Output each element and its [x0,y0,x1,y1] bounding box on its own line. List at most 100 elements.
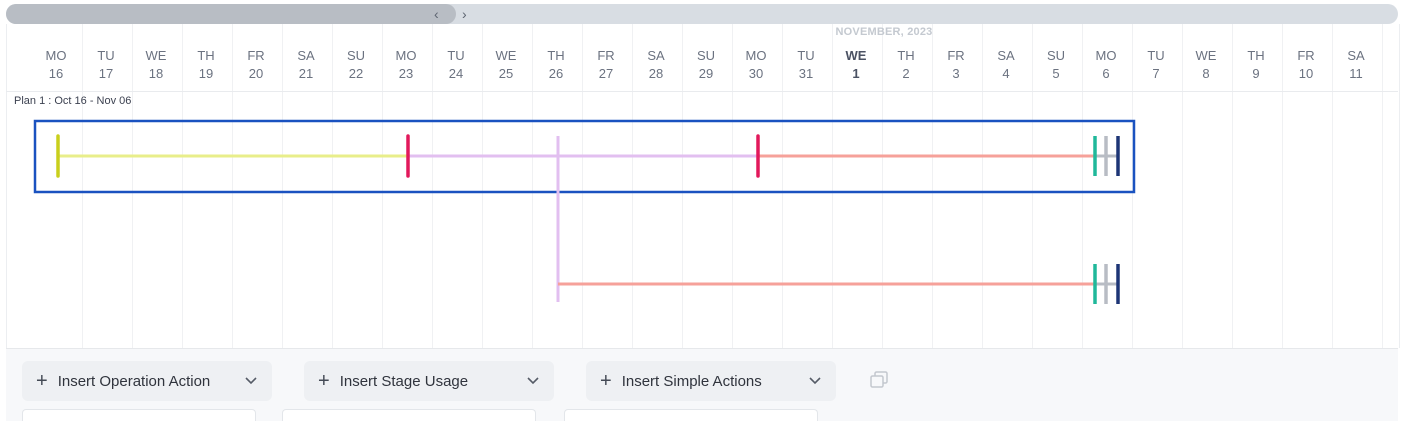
plus-icon: + [318,370,330,392]
scroll-left-icon[interactable]: ‹ [434,6,439,22]
plan-label: Plan 1 : Oct 16 - Nov 06 [14,95,132,107]
grid-column-line [1382,24,1383,348]
day-of-week: TU [447,48,465,63]
grid-column-line [332,24,333,348]
day-of-week: TH [197,48,215,63]
insert-stage-usage-label: Insert Stage Usage [339,372,469,390]
day-of-week: MO [1095,48,1117,63]
day-number: 9 [1252,66,1260,81]
day-number: 17 [98,66,114,81]
scroll-right-icon[interactable]: › [462,6,467,22]
day-number: 28 [648,66,664,81]
day-column-header: FR 3 [931,47,981,83]
day-of-week: FR [247,48,265,63]
day-column-header: MO 6 [1081,47,1131,83]
panel-tab [22,409,256,421]
day-number: 27 [598,66,614,81]
grid-column-line [432,24,433,348]
day-column-header: SA 21 [281,47,331,83]
day-number: 25 [498,66,514,81]
day-number: 30 [748,66,764,81]
day-of-week: FR [947,48,965,63]
plan-selection-box[interactable] [33,119,1136,194]
day-of-week: MO [395,48,417,63]
day-number: 2 [902,66,910,81]
day-number: 11 [1349,66,1363,81]
grid-column-line [782,24,783,348]
grid-column-line [732,24,733,348]
grid-column-line [682,24,683,348]
day-number: 10 [1298,66,1314,81]
chevron-down-icon[interactable] [808,374,822,388]
timeline-grid [6,24,1400,348]
grid-column-line [232,24,233,348]
day-of-week: WE [495,48,517,63]
day-column-header: MO 16 [31,47,81,83]
day-column-header: TH 9 [1231,47,1281,83]
day-number: 5 [1052,66,1060,81]
grid-column-line [182,24,183,348]
day-of-week: WE [145,48,167,63]
day-number: 20 [248,66,264,81]
insert-operation-action-button[interactable]: + Insert Operation Action [22,361,272,401]
timeline-canvas [33,119,1136,304]
grid-column-line [632,24,633,348]
day-column-header: SU 22 [331,47,381,83]
grid-column-line [1032,24,1033,348]
chevron-down-icon[interactable] [244,374,258,388]
day-number: 19 [198,66,214,81]
day-of-week: MO [745,48,767,63]
day-number: 3 [952,66,960,81]
day-column-header: SU 29 [681,47,731,83]
month-label: NOVEMBER, 2023 [835,26,933,38]
header-divider [6,91,1398,92]
day-of-week: TU [797,48,815,63]
day-number: 22 [348,66,364,81]
grid-column-line [132,24,133,348]
grid-column-line [582,24,583,348]
day-number: 21 [298,66,314,81]
insert-simple-actions-label: Insert Simple Actions [621,372,762,390]
grid-column-line [982,24,983,348]
grid-column-line [382,24,383,348]
day-column-header: TH 19 [181,47,231,83]
day-of-week: TU [97,48,115,63]
copy-icon[interactable] [868,370,890,390]
insert-simple-actions-button[interactable]: + Insert Simple Actions [586,361,836,401]
grid-column-line [882,24,883,348]
day-of-week: SA [1347,48,1365,63]
day-of-week: FR [597,48,615,63]
grid-column-line [1282,24,1283,348]
day-column-header: SA 28 [631,47,681,83]
day-of-week: TH [1247,48,1265,63]
day-number: 24 [448,66,464,81]
day-column-header: TH 2 [881,47,931,83]
day-column-header: MO 23 [381,47,431,83]
insert-stage-usage-button[interactable]: + Insert Stage Usage [304,361,554,401]
day-of-week: MO [45,48,67,63]
grid-column-line [1082,24,1083,348]
day-column-header: TU 17 [81,47,131,83]
day-of-week: TH [897,48,915,63]
chevron-down-icon[interactable] [526,374,540,388]
grid-column-line [1232,24,1233,348]
day-column-header: TU 7 [1131,47,1181,83]
day-column-header: FR 27 [581,47,631,83]
grid-column-line [282,24,283,348]
day-number: 1 [852,66,860,81]
day-column-header: WE 8 [1181,47,1231,83]
day-column-header: WE 1 [831,47,881,83]
day-column-header: SU 5 [1031,47,1081,83]
day-of-week: TU [1147,48,1165,63]
day-number: 4 [1002,66,1010,81]
plus-icon: + [36,370,48,392]
day-number: 18 [148,66,164,81]
day-of-week: SU [346,48,366,63]
day-of-week: WE [1195,48,1217,63]
grid-column-line [1132,24,1133,348]
day-number: 16 [48,66,64,81]
scrollbar-thumb[interactable] [6,4,456,24]
day-of-week: SA [297,48,315,63]
horizontal-scrollbar[interactable]: ‹ › [6,4,1398,24]
day-column-header: FR 10 [1281,47,1331,83]
